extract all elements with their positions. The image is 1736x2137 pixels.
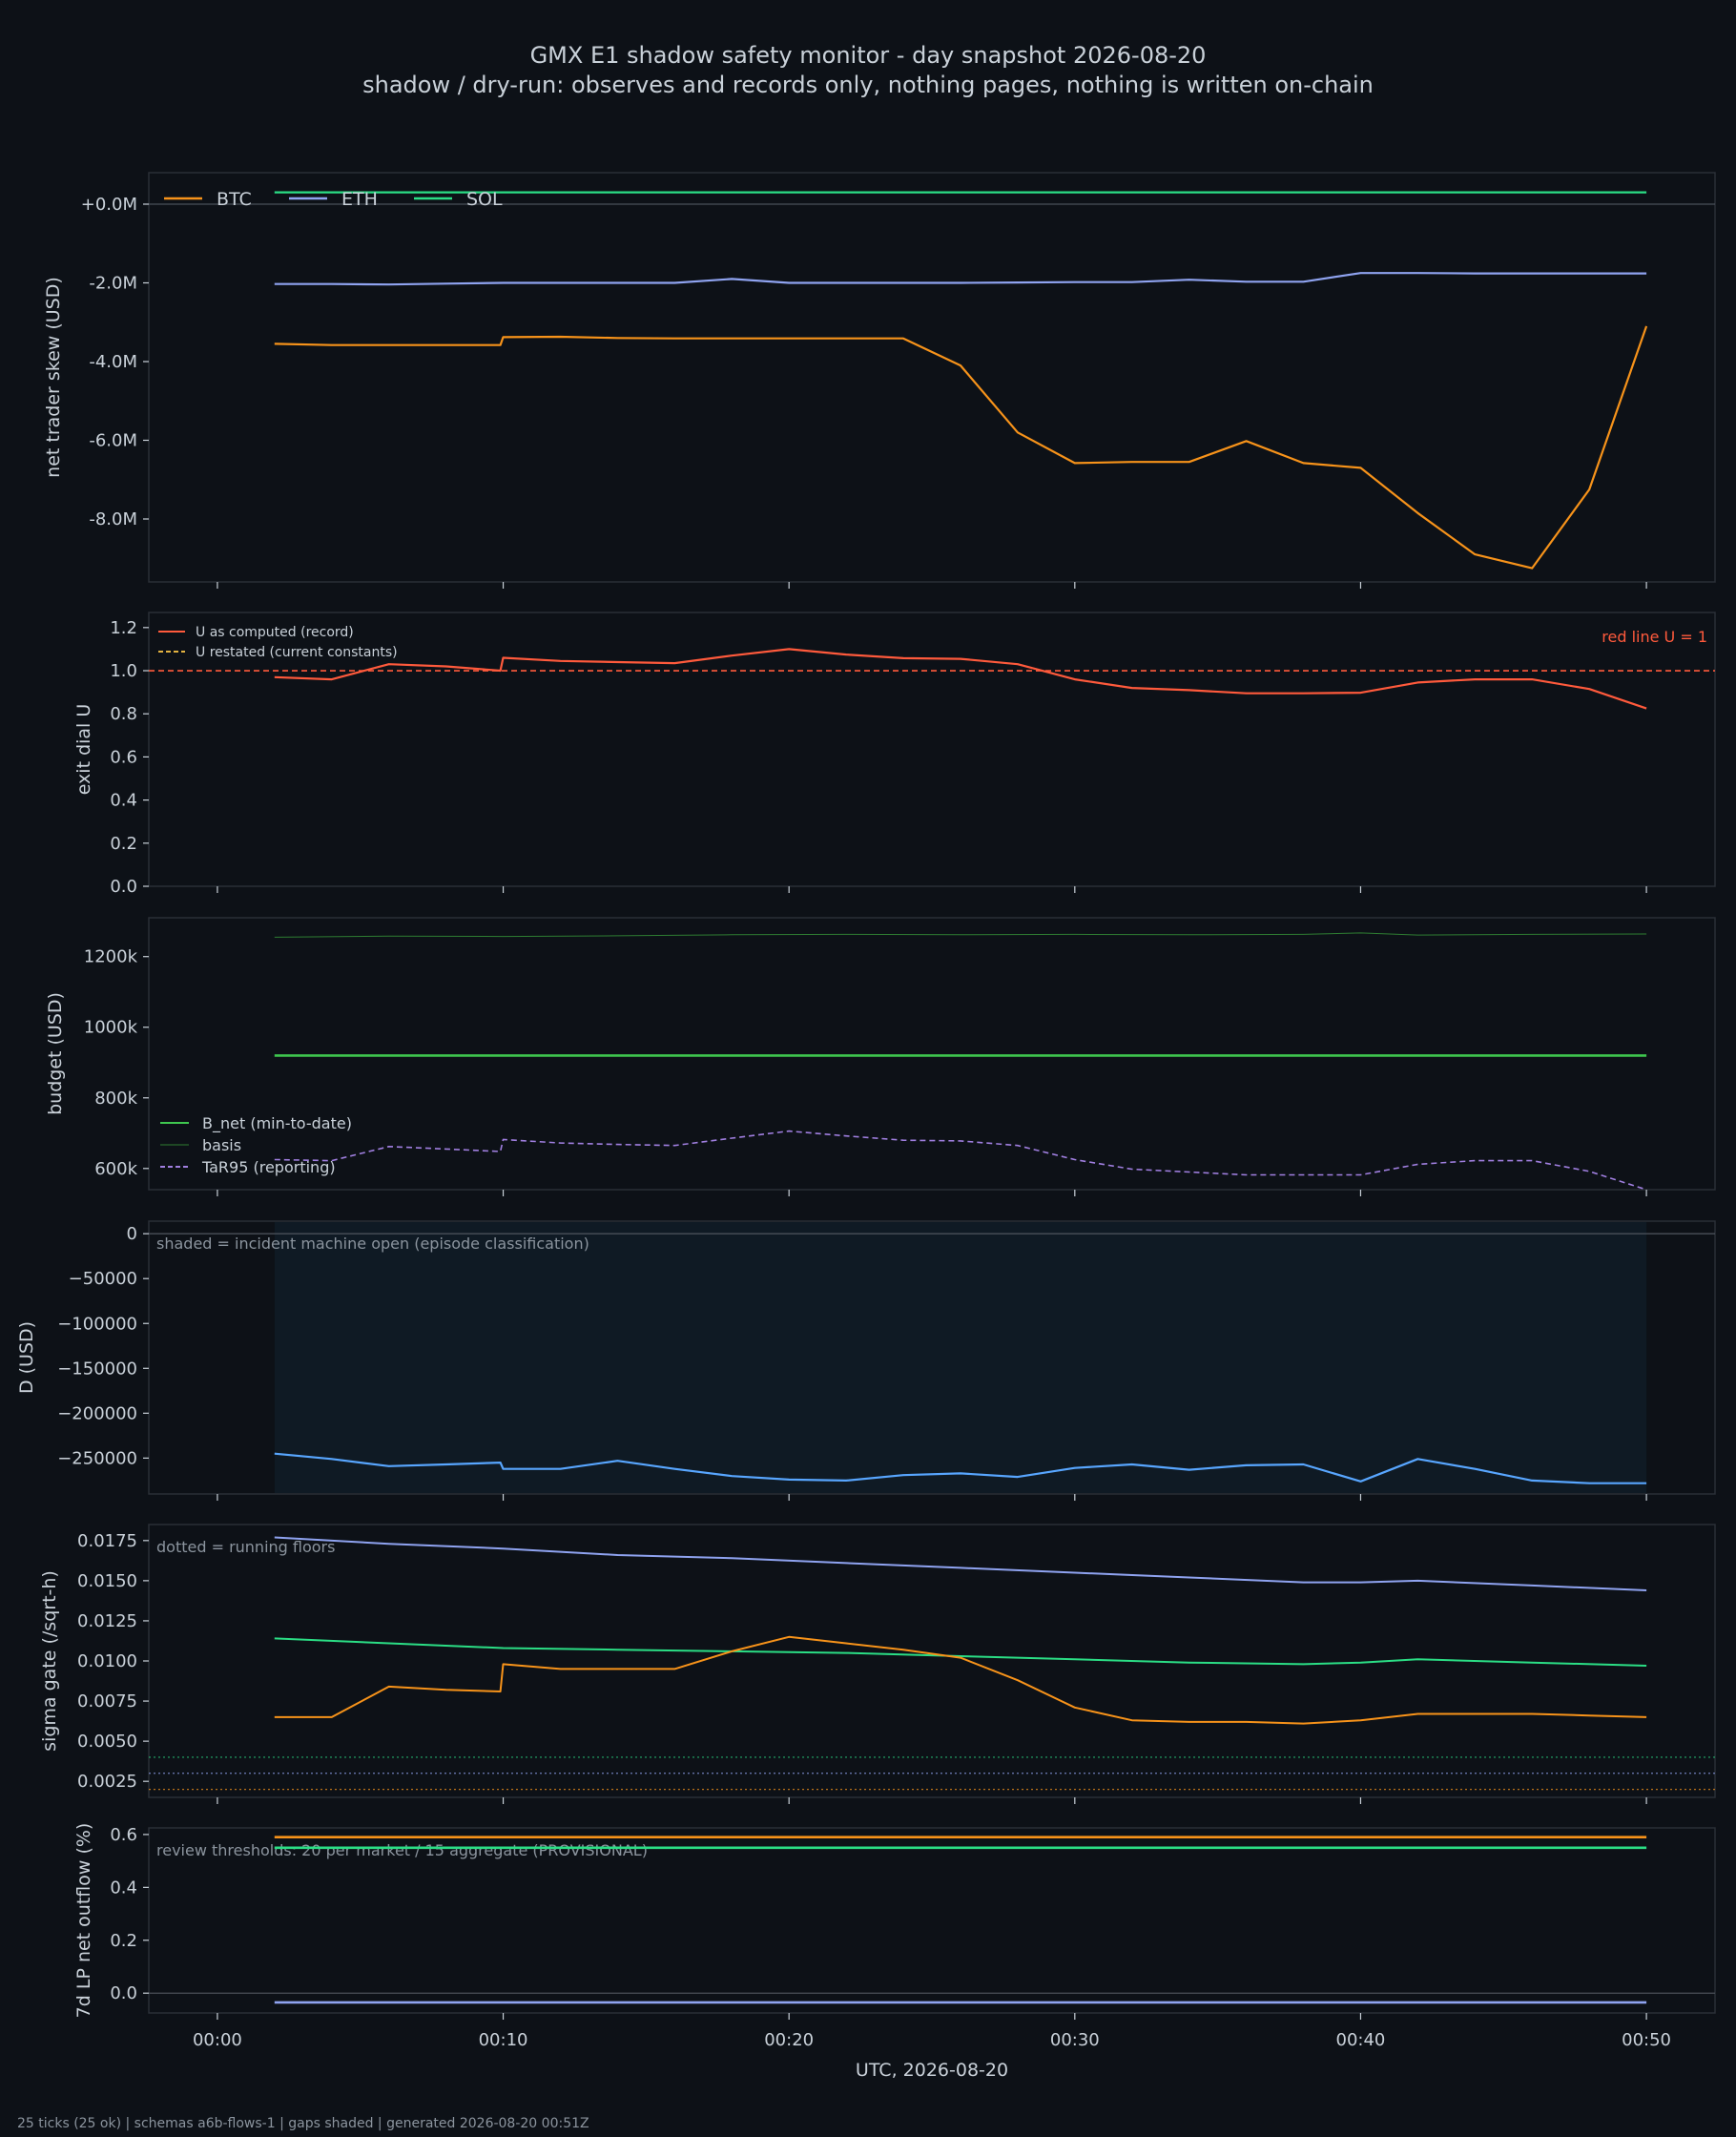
x-tick-label: 00:40 (1336, 2030, 1386, 2050)
y-tick-label: 0.6 (110, 747, 137, 767)
legend-label: TaR95 (reporting) (201, 1158, 336, 1176)
x-tick-label: 00:50 (1622, 2030, 1671, 2050)
y-axis-label: D (USD) (16, 1321, 37, 1394)
y-tick-label: 0.0025 (77, 1772, 137, 1792)
y-axis-label: budget (USD) (45, 992, 66, 1115)
y-axis-label: net trader skew (USD) (43, 277, 64, 478)
legend-label: U as computed (record) (196, 625, 354, 640)
y-tick-label: 0.0 (110, 877, 137, 897)
y-axis-label: exit dial U (73, 704, 94, 796)
y-tick-label: 1.0 (110, 661, 137, 681)
footer-status: 25 ticks (25 ok) | schemas a6b-flows-1 |… (17, 2116, 589, 2131)
y-tick-label: 0.0100 (77, 1651, 137, 1671)
y-tick-label: −100000 (57, 1314, 137, 1334)
y-tick-label: 0.0125 (77, 1611, 137, 1631)
series-line-tar95 (274, 1130, 1647, 1191)
series-line-sol (274, 1637, 1647, 1667)
y-tick-label: 0.6 (110, 1825, 137, 1845)
plot-frame (148, 172, 1716, 583)
x-tick-label: 00:20 (764, 2030, 814, 2050)
y-tick-label: −200000 (57, 1403, 137, 1423)
y-tick-label: -6.0M (89, 431, 137, 451)
series-line-d (274, 1452, 1647, 1484)
legend-label: ETH (341, 189, 378, 210)
panel-drawdown: 0 −50000 −100000 −150000 −200000 −250000 D (US… (16, 1220, 1716, 1501)
panel-sigma_gate: 0.0025 0.0050 0.0075 0.0100 0.0125 0.0150 0.01… (39, 1524, 1716, 1804)
panel-annotation: review thresholds: 20 per market / 15 ag… (156, 1841, 648, 1859)
panel-exit_dial: 0.0 0.2 0.4 0.6 0.8 1.0 1.2 exit dial U red line… (73, 612, 1716, 897)
red-line-annotation: red line U = 1 (1602, 628, 1707, 646)
y-tick-label: -2.0M (89, 274, 137, 294)
legend-label: SOL (466, 189, 503, 210)
y-tick-label: 0.0075 (77, 1691, 137, 1712)
y-tick-label: +0.0M (81, 195, 137, 215)
x-tick-label: 00:10 (479, 2030, 528, 2050)
legend-label: U restated (current constants) (196, 645, 398, 660)
series-line-btc (274, 325, 1648, 570)
y-tick-label: 0.8 (110, 704, 137, 724)
panels: +0.0M -2.0M -4.0M -6.0M -8.0M net trader skew… (16, 172, 1716, 2081)
y-axis-label: sigma gate (/sqrt-h) (39, 1570, 60, 1752)
y-tick-label: 0.2 (110, 1931, 137, 1951)
series-line-eth (274, 1536, 1647, 1591)
legend-label: basis (202, 1136, 241, 1154)
plot-frame (148, 1827, 1716, 2014)
series-line-btc (274, 1635, 1647, 1725)
panel-annotation: dotted = running floors (156, 1538, 335, 1556)
y-tick-label: 800k (94, 1089, 137, 1109)
y-tick-label: 0.2 (110, 834, 137, 854)
y-tick-label: 1.2 (110, 618, 137, 638)
y-tick-label: −250000 (57, 1448, 137, 1468)
figure-subtitle: shadow / dry-run: observes and records o… (362, 72, 1374, 98)
y-tick-label: 0.0150 (77, 1571, 137, 1591)
panel-budget: 600k 800k 1000k 1200k budget (USD) B_net (min… (45, 917, 1716, 1196)
panel-lp_outflow: 0.0 0.2 0.4 0.6 7d LP net outflow (%) review … (73, 1823, 1716, 2081)
y-tick-label: -4.0M (89, 352, 137, 372)
x-tick-label: 00:00 (193, 2030, 242, 2050)
series-line-eth (274, 272, 1647, 286)
legend-label: B_net (min-to-date) (202, 1114, 352, 1133)
y-tick-label: 0.0050 (77, 1732, 137, 1752)
y-tick-label: 1000k (84, 1018, 138, 1038)
y-tick-label: −150000 (57, 1359, 137, 1379)
series-line-u (274, 648, 1647, 710)
y-tick-label: 0 (127, 1224, 137, 1244)
x-tick-label: 00:30 (1050, 2030, 1100, 2050)
y-axis-label: 7d LP net outflow (%) (73, 1823, 94, 2019)
plot-frame (148, 917, 1716, 1191)
y-tick-label: −50000 (69, 1269, 137, 1289)
y-tick-label: 600k (94, 1159, 137, 1179)
incident-shade (274, 1222, 1647, 1493)
panel-skew: +0.0M -2.0M -4.0M -6.0M -8.0M net trader skew… (43, 172, 1716, 589)
figure-title: GMX E1 shadow safety monitor - day snaps… (530, 42, 1207, 69)
x-axis-label: UTC, 2026-08-20 (856, 2060, 1008, 2081)
y-tick-label: 0.0 (110, 1983, 137, 2003)
y-tick-label: 0.4 (110, 1878, 137, 1898)
y-tick-label: 0.4 (110, 791, 137, 811)
y-tick-label: 0.0175 (77, 1531, 137, 1551)
y-tick-label: -8.0M (89, 509, 137, 529)
series-line-basis (274, 932, 1647, 938)
panel-annotation: shaded = incident machine open (episode … (156, 1234, 589, 1253)
legend-label: BTC (217, 189, 252, 210)
y-tick-label: 1200k (84, 947, 138, 967)
